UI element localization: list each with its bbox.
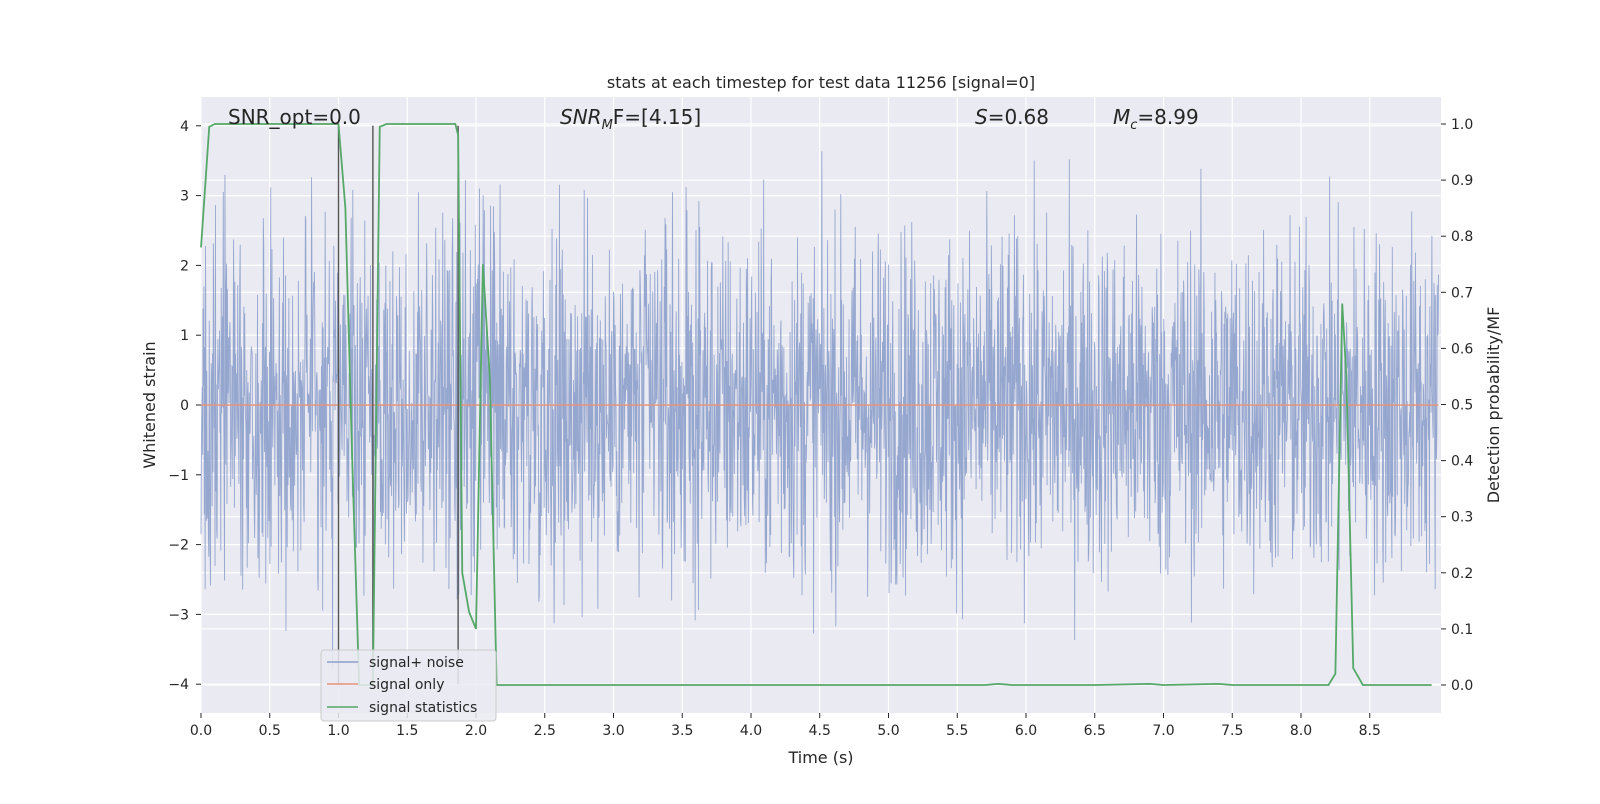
y-right-axis-label: Detection probability/MF <box>1484 307 1503 504</box>
y-tick-label: −2 <box>168 538 189 554</box>
y-right-tick-label: 1.0 <box>1451 117 1473 133</box>
x-tick-label: 8.0 <box>1290 723 1312 739</box>
y-axis-ticks: 4 3 2 1 0 −1 −2 −3 −4 <box>168 119 201 693</box>
y-right-tick-label: 0.1 <box>1451 622 1473 638</box>
y-right-axis-ticks: 1.0 0.9 0.8 0.7 0.6 0.5 0.4 0.3 0.2 0.1 0.0 <box>1441 117 1473 694</box>
x-tick-label: 8.5 <box>1359 723 1381 739</box>
x-tick-label: 6.0 <box>1015 723 1037 739</box>
x-tick-label: 5.5 <box>946 723 968 739</box>
annotation-mc: Mc=8.99 <box>1113 105 1199 133</box>
x-tick-label: 2.5 <box>534 723 556 739</box>
y-tick-label: 1 <box>180 328 189 344</box>
x-tick-label: 7.5 <box>1221 723 1243 739</box>
y-right-tick-label: 0.0 <box>1451 678 1473 694</box>
x-tick-label: 1.0 <box>327 723 349 739</box>
x-tick-label: 5.0 <box>877 723 899 739</box>
signal-statistics-series <box>200 123 1432 686</box>
y-right-tick-label: 0.9 <box>1451 173 1473 189</box>
x-tick-label: 3.0 <box>602 723 624 739</box>
y-tick-label: 2 <box>180 258 189 274</box>
x-tick-label: 0.0 <box>190 723 212 739</box>
y-right-tick-label: 0.7 <box>1451 285 1473 301</box>
signal-statistics-line <box>200 123 1432 686</box>
y-axis-label: Whitened strain <box>140 341 159 468</box>
y-right-tick-label: 0.8 <box>1451 229 1473 245</box>
chart-title: stats at each timestep for test data 112… <box>607 73 1035 92</box>
y-tick-label: −4 <box>168 677 189 693</box>
y-right-tick-label: 0.3 <box>1451 510 1473 526</box>
x-tick-label: 4.5 <box>809 723 831 739</box>
x-tick-label: 1.5 <box>396 723 418 739</box>
y-right-tick-label: 0.4 <box>1451 454 1473 470</box>
y-right-tick-label: 0.2 <box>1451 566 1473 582</box>
noise-series <box>200 151 1439 668</box>
annotation-s: S=0.68 <box>975 105 1049 129</box>
y-right-tick-label: 0.5 <box>1451 398 1473 414</box>
x-axis-ticks: 0.0 0.5 1.0 1.5 2.0 2.5 3.0 3.5 4.0 4.5 5.0 5.5 6.0 6… <box>190 713 1381 739</box>
y-tick-label: −1 <box>168 468 189 484</box>
x-tick-label: 6.5 <box>1084 723 1106 739</box>
x-tick-label: 3.5 <box>671 723 693 739</box>
x-tick-label: 2.0 <box>465 723 487 739</box>
x-tick-label: 4.0 <box>740 723 762 739</box>
legend: signal+ noise signal only signal statist… <box>320 649 497 722</box>
y-tick-label: 4 <box>180 119 189 135</box>
y-tick-label: 0 <box>180 398 189 414</box>
x-tick-label: 7.0 <box>1152 723 1174 739</box>
annotation-snr-opt: SNR_opt=0.0 <box>228 105 361 129</box>
x-axis-label: Time (s) <box>787 748 853 767</box>
y-right-tick-label: 0.6 <box>1451 341 1473 357</box>
legend-label-signal: signal only <box>369 677 444 693</box>
noise-line <box>200 151 1439 668</box>
legend-label-statistics: signal statistics <box>369 700 477 716</box>
legend-label-noise: signal+ noise <box>369 655 464 671</box>
legend-box <box>320 649 497 722</box>
y-tick-label: −3 <box>168 607 189 623</box>
x-tick-label: 0.5 <box>259 723 281 739</box>
y-tick-label: 3 <box>180 189 189 205</box>
annotation-snr-mf: SNRMF=[4.15] <box>560 105 701 133</box>
